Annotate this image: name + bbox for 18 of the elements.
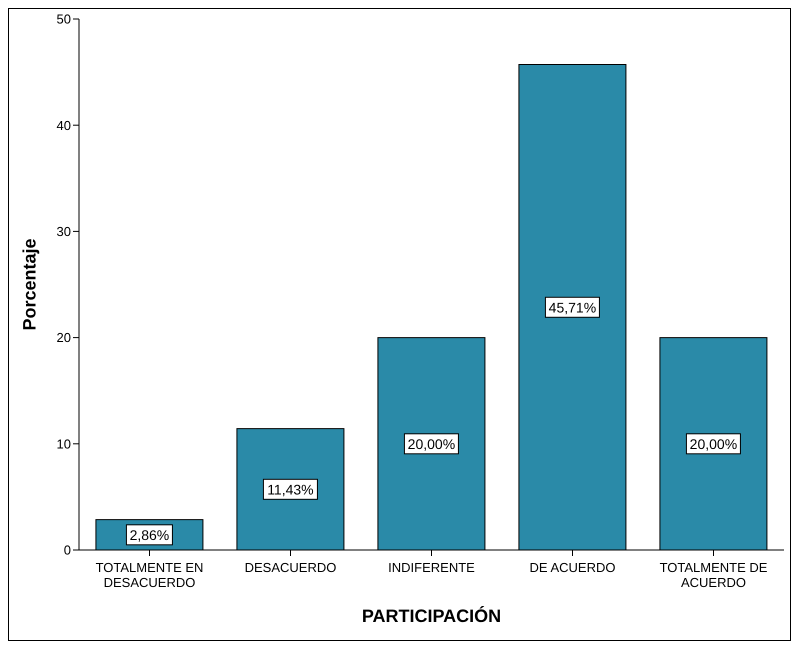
y-tick-label: 30 (56, 224, 71, 240)
y-axis-title: Porcentaje (19, 238, 40, 331)
data-label: 2,86% (130, 526, 170, 543)
x-tick-label: INDIFERENTE (388, 560, 476, 575)
x-tick-label: TOTALMENTE DE ACUERDO (660, 560, 768, 590)
data-label: 11,43% (267, 481, 314, 498)
y-tick-label: 10 (56, 436, 71, 452)
y-tick-label: 40 (56, 118, 71, 133)
x-tick-label: DE ACUERDO (530, 560, 616, 575)
data-label: 45,71% (548, 299, 596, 316)
y-tick-label: 0 (64, 542, 71, 558)
x-tick-label: TOTALMENTE EN DESACUERDO (96, 560, 204, 590)
x-axis-title: PARTICIPACIÓN (362, 606, 502, 626)
data-label: 20,00% (690, 436, 738, 452)
data-label: 20,00% (408, 436, 456, 452)
y-tick-label: 20 (56, 330, 71, 346)
x-tick-label: DESACUERDO (244, 560, 336, 575)
y-tick-label: 50 (56, 12, 71, 27)
